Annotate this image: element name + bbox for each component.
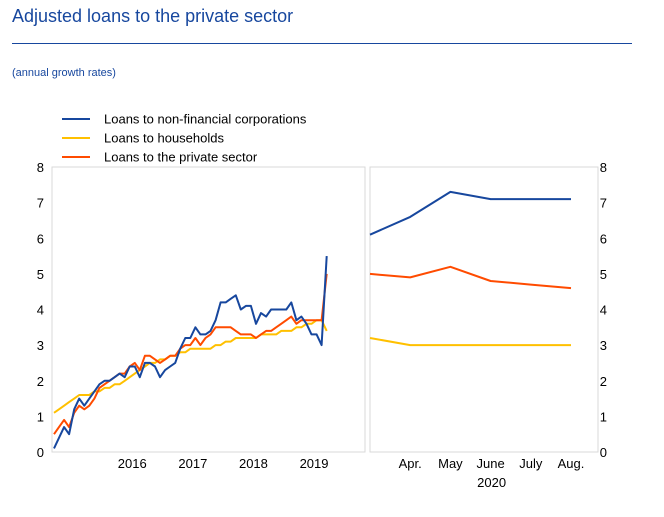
legend-label-households: Loans to households xyxy=(104,131,224,146)
series-line-left-private xyxy=(53,273,328,435)
y-tick-right-6: 6 xyxy=(600,231,607,246)
chart-subtitle: (annual growth rates) xyxy=(12,67,116,79)
x-year-label: 2020 xyxy=(477,475,506,490)
y-tick-left-7: 7 xyxy=(37,196,44,211)
legend: Loans to non-financial corporations Loans… xyxy=(62,112,307,165)
x-tick-left-1: 2017 xyxy=(178,456,207,471)
x-tick-right-2: June xyxy=(476,456,504,471)
panel-frames xyxy=(51,166,599,453)
x-tick-left-0: 2016 xyxy=(118,456,147,471)
x-tick-left-3: 2019 xyxy=(300,456,329,471)
series-line-left-households xyxy=(53,319,328,414)
series-lines xyxy=(53,190,572,449)
y-tick-left-6: 6 xyxy=(37,231,44,246)
y-tick-right-0: 0 xyxy=(600,445,607,460)
title-rule xyxy=(12,43,632,44)
y-tick-left-2: 2 xyxy=(37,374,44,389)
panel-frame-left xyxy=(51,166,366,453)
x-tick-right-0: Apr. xyxy=(399,456,422,471)
tick-labels: 0 0 1 1 2 2 3 3 4 4 5 5 6 6 7 7 8 8 2016 2017 2018 2019 Apr. Ma… xyxy=(37,160,607,490)
y-tick-right-5: 5 xyxy=(600,267,607,282)
y-tick-right-2: 2 xyxy=(600,374,607,389)
series-line-right-private xyxy=(369,265,572,290)
legend-label-nfc: Loans to non-financial corporations xyxy=(104,112,307,127)
y-tick-right-8: 8 xyxy=(600,160,607,175)
series-line-right-households xyxy=(369,337,571,347)
y-tick-left-8: 8 xyxy=(37,160,44,175)
chart-title: Adjusted loans to the private sector xyxy=(12,6,294,26)
panel-frame-right xyxy=(369,166,599,453)
x-tick-right-3: July xyxy=(519,456,543,471)
y-tick-left-0: 0 xyxy=(37,445,44,460)
y-tick-right-3: 3 xyxy=(600,338,607,353)
y-tick-left-1: 1 xyxy=(37,409,44,424)
x-tick-left-2: 2018 xyxy=(239,456,268,471)
x-tick-right-4: Aug. xyxy=(558,456,585,471)
y-tick-right-4: 4 xyxy=(600,303,607,318)
series-line-left-nfc xyxy=(53,256,328,449)
y-tick-left-5: 5 xyxy=(37,267,44,282)
legend-label-private: Loans to the private sector xyxy=(104,150,258,165)
y-tick-right-7: 7 xyxy=(600,196,607,211)
y-tick-left-4: 4 xyxy=(37,303,44,318)
y-tick-left-3: 3 xyxy=(37,338,44,353)
x-tick-right-1: May xyxy=(438,456,463,471)
y-tick-right-1: 1 xyxy=(600,409,607,424)
series-line-right-nfc xyxy=(369,190,571,236)
